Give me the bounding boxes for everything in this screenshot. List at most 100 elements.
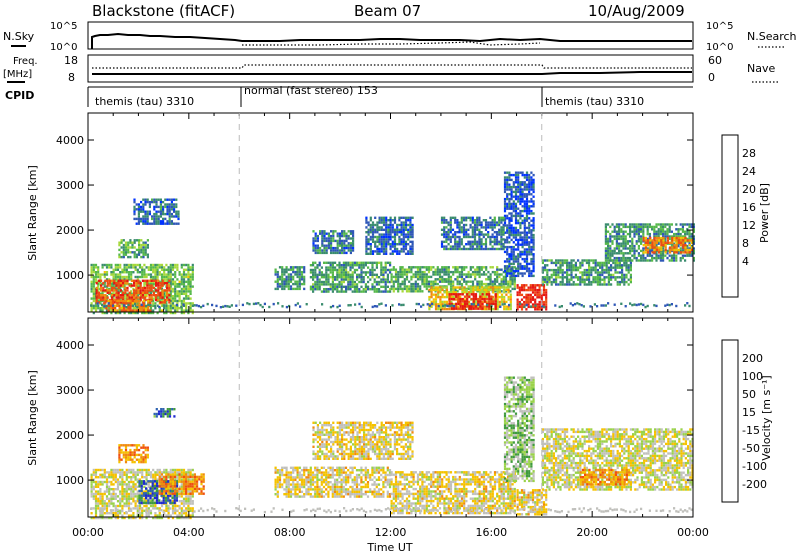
power-cell (159, 215, 162, 218)
power-cell (123, 263, 126, 267)
power-cell (523, 229, 526, 232)
power-cell (478, 240, 481, 243)
power-cell (445, 291, 449, 294)
power-cell (281, 285, 284, 288)
power-cell (496, 298, 499, 301)
power-cell (642, 256, 645, 260)
power-cell (382, 268, 385, 272)
power-cell (419, 285, 422, 288)
power-cell (438, 268, 442, 271)
power-cell (382, 276, 385, 279)
power-cell (352, 249, 355, 252)
power-cell (655, 232, 658, 236)
power-cell (167, 275, 170, 279)
power-cell (127, 299, 130, 303)
power-cell (124, 251, 128, 254)
power-cell (624, 225, 627, 229)
power-cell (314, 288, 317, 291)
power-cell (688, 230, 691, 233)
power-cell (660, 246, 663, 249)
power-cell (518, 288, 521, 292)
power-cell (409, 245, 412, 248)
power-cell (532, 229, 535, 232)
power-cell (545, 291, 548, 294)
power-cell (97, 301, 100, 304)
power-cell (174, 307, 177, 310)
power-cell (579, 276, 582, 279)
power-cell (440, 216, 444, 219)
power-cell (454, 238, 457, 241)
power-cell (382, 243, 386, 246)
power-cell (528, 217, 531, 220)
power-cell (447, 268, 450, 271)
power-cell (519, 197, 522, 201)
power-cell (283, 273, 286, 276)
power-cell (300, 278, 304, 281)
power-cell (325, 251, 328, 255)
power-cell (149, 311, 153, 315)
power-cell (518, 286, 521, 289)
power-cell (510, 188, 513, 191)
power-cell (472, 286, 475, 289)
power-cell (613, 303, 616, 306)
power-cell (498, 291, 501, 294)
power-cell (146, 239, 149, 242)
power-cell (498, 303, 501, 306)
power-cell (176, 290, 179, 293)
power-cell (110, 292, 113, 295)
power-cell (523, 305, 526, 308)
power-cell (506, 202, 509, 206)
power-cell (167, 271, 170, 274)
power-cell (581, 259, 584, 262)
power-cell (517, 248, 520, 251)
power-cell (336, 246, 339, 250)
power-cell (677, 244, 680, 248)
power-cell (648, 254, 651, 257)
power-cell (508, 183, 511, 186)
power-cell (129, 251, 132, 254)
power-cell (528, 269, 531, 273)
power-cell (191, 268, 194, 271)
power-cell (343, 239, 346, 243)
power-cell (390, 280, 393, 283)
power-cell (506, 214, 509, 218)
power-cell (536, 293, 539, 297)
power-cell (248, 302, 251, 306)
power-cell (550, 268, 553, 272)
power-cell (116, 302, 119, 305)
power-cell (508, 272, 511, 275)
power-cell (319, 249, 322, 252)
power-cell (506, 245, 509, 249)
power-cell (512, 255, 515, 258)
power-cell (503, 217, 507, 220)
power-cell (341, 232, 344, 235)
power-cell (100, 284, 103, 287)
power-cell (510, 185, 513, 189)
power-cell (316, 273, 319, 276)
power-cell (523, 173, 526, 177)
power-cell (686, 247, 689, 250)
power-cell (510, 257, 513, 261)
power-cell (331, 261, 334, 264)
power-cell (621, 264, 624, 267)
power-cell (513, 278, 516, 281)
power-cell (532, 236, 535, 239)
power-cell (336, 268, 339, 272)
power-cell (648, 252, 651, 255)
power-cell (510, 233, 513, 237)
power-cell (187, 268, 190, 271)
power-cell (195, 304, 198, 307)
power-cell (626, 247, 629, 250)
power-cell (90, 275, 93, 279)
power-cell (405, 290, 409, 293)
power-cell (122, 251, 125, 254)
power-cell (92, 299, 95, 303)
power-cell (104, 279, 107, 282)
power-cell (570, 264, 573, 267)
power-cell (496, 280, 499, 283)
power-cell (103, 273, 106, 276)
power-cell (692, 237, 695, 241)
power-cell (393, 238, 397, 241)
power-cell (159, 294, 162, 297)
power-cell (108, 291, 111, 294)
